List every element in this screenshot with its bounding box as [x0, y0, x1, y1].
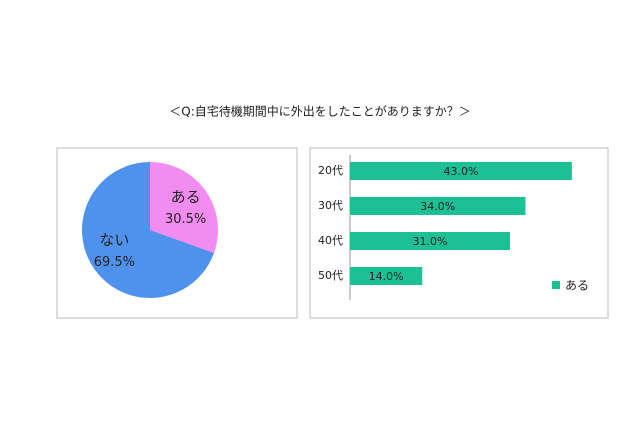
- bar-value-label: 31.0%: [413, 235, 448, 248]
- legend-label: ある: [565, 279, 589, 293]
- slice-value: 30.5%: [165, 212, 206, 227]
- bar-value-label: 43.0%: [443, 165, 478, 178]
- bar: [350, 162, 572, 180]
- slice-label: ない: [99, 231, 129, 249]
- bar-value-label: 14.0%: [369, 270, 404, 283]
- y-tick-label: 50代: [318, 269, 343, 282]
- y-tick-label: 40代: [318, 234, 343, 247]
- bar: [350, 267, 423, 285]
- pie-slice: [81, 162, 214, 299]
- slice-value: 69.5%: [94, 255, 135, 270]
- slice-label: ある: [171, 188, 201, 206]
- y-tick-label: 20代: [318, 164, 343, 177]
- legend-swatch: [552, 281, 560, 289]
- pie-slice: [150, 162, 218, 254]
- page-title: ＜Q:自宅待機期間中に外出をしたことがありますか？＞: [169, 104, 471, 119]
- y-tick-label: 30代: [318, 199, 343, 212]
- bar-value-label: 34.0%: [420, 200, 455, 213]
- bar: [350, 197, 526, 215]
- bar: [350, 232, 510, 250]
